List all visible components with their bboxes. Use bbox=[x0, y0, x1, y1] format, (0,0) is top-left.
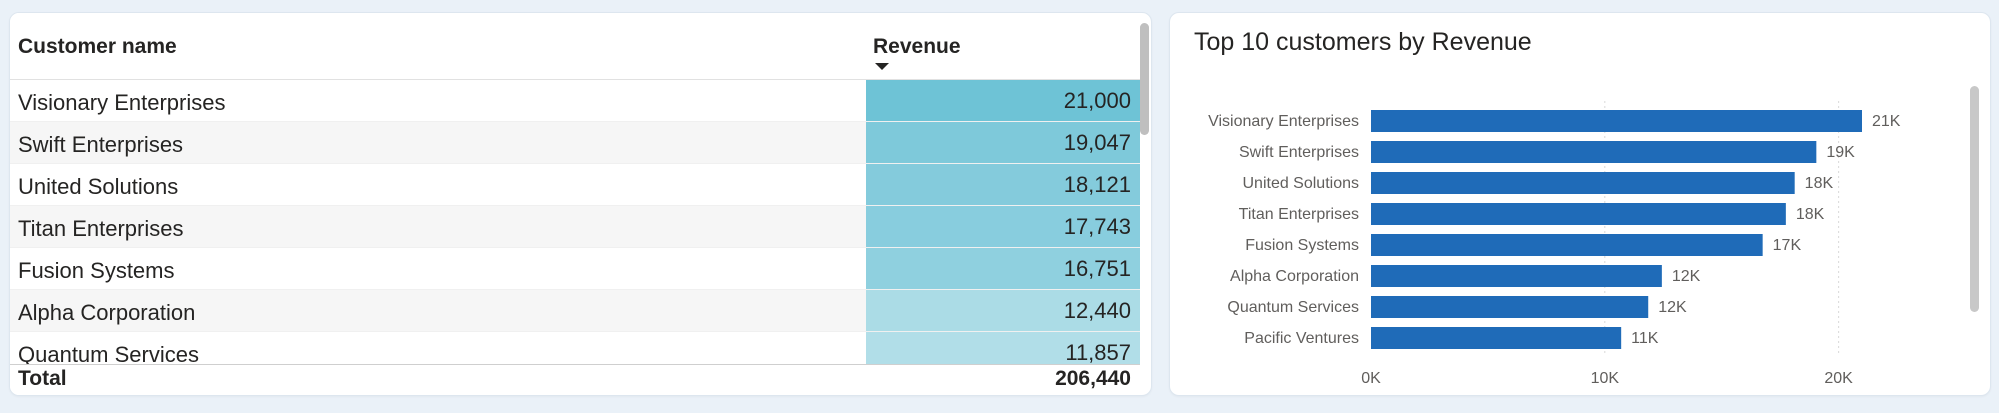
revenue-cell: 11,857 bbox=[866, 332, 1140, 364]
sort-descending-icon[interactable] bbox=[875, 63, 889, 70]
data-label: 11K bbox=[1631, 330, 1659, 347]
table-row[interactable]: Quantum Services 11,857 bbox=[10, 332, 1140, 364]
table-row[interactable]: Swift Enterprises 19,047 bbox=[10, 122, 1140, 164]
revenue-table: Customer name Revenue Visionary Enterpri… bbox=[9, 12, 1152, 396]
data-label: 12K bbox=[1658, 299, 1687, 316]
category-label: Titan Enterprises bbox=[1239, 206, 1359, 223]
table-row[interactable]: Fusion Systems 16,751 bbox=[10, 248, 1140, 290]
customer-name-cell: Titan Enterprises bbox=[18, 216, 184, 241]
table-scrollbar[interactable] bbox=[1140, 23, 1149, 135]
data-label: 17K bbox=[1773, 237, 1802, 254]
table-row[interactable]: Visionary Enterprises 21,000 bbox=[10, 80, 1140, 122]
revenue-cell: 18,121 bbox=[866, 164, 1140, 205]
table-header: Customer name Revenue bbox=[10, 13, 1140, 80]
category-label: Alpha Corporation bbox=[1230, 268, 1359, 285]
category-label: Swift Enterprises bbox=[1239, 144, 1359, 161]
total-label: Total bbox=[18, 367, 67, 390]
data-label: 19K bbox=[1826, 144, 1855, 161]
data-label: 18K bbox=[1796, 206, 1825, 223]
data-label: 21K bbox=[1872, 113, 1901, 130]
x-tick-label: 0K bbox=[1361, 370, 1381, 387]
bar[interactable] bbox=[1371, 203, 1786, 225]
revenue-cell: 12,440 bbox=[866, 290, 1140, 331]
category-label: Pacific Ventures bbox=[1244, 330, 1359, 347]
total-value: 206,440 bbox=[1055, 367, 1131, 390]
revenue-cell: 16,751 bbox=[866, 248, 1140, 289]
data-label: 18K bbox=[1805, 175, 1834, 192]
customer-name-cell: United Solutions bbox=[18, 174, 179, 199]
column-header-customer-name[interactable]: Customer name bbox=[18, 35, 177, 58]
revenue-cell: 19,047 bbox=[866, 122, 1140, 163]
table-row[interactable]: United Solutions 18,121 bbox=[10, 164, 1140, 206]
bar[interactable] bbox=[1371, 296, 1649, 318]
table-row[interactable]: Alpha Corporation 12,440 bbox=[10, 290, 1140, 332]
table-total-row: Total 206,440 bbox=[10, 364, 1140, 395]
top-customers-chart: Top 10 customers by Revenue 0K 10K 20K Visi… bbox=[1169, 12, 1991, 396]
customer-name-cell: Quantum Services bbox=[18, 342, 199, 364]
bar[interactable] bbox=[1371, 141, 1817, 163]
revenue-cell: 17,743 bbox=[866, 206, 1140, 247]
column-header-revenue[interactable]: Revenue bbox=[873, 35, 961, 58]
chart-scrollbar[interactable] bbox=[1970, 86, 1979, 312]
bar[interactable] bbox=[1371, 172, 1795, 194]
customer-name-cell: Alpha Corporation bbox=[18, 300, 196, 325]
customer-name-cell: Visionary Enterprises bbox=[18, 90, 226, 115]
bar-chart-plot: 0K 10K 20K Visionary Enterprises 21K Swift En… bbox=[1208, 101, 1901, 387]
category-label: Visionary Enterprises bbox=[1208, 113, 1359, 130]
customer-name-cell: Swift Enterprises bbox=[18, 132, 184, 157]
revenue-cell: 21,000 bbox=[866, 80, 1140, 121]
customer-name-cell: Fusion Systems bbox=[18, 258, 175, 283]
bar[interactable] bbox=[1371, 110, 1862, 132]
table-row[interactable]: Titan Enterprises 17,743 bbox=[10, 206, 1140, 248]
x-tick-label: 10K bbox=[1591, 370, 1620, 387]
category-label: Fusion Systems bbox=[1245, 237, 1359, 254]
chart-title: Top 10 customers by Revenue bbox=[1194, 28, 1532, 56]
data-label: 12K bbox=[1672, 268, 1701, 285]
table-body: Visionary Enterprises 21,000 Swift Enterpr… bbox=[10, 80, 1140, 364]
bar[interactable] bbox=[1371, 265, 1662, 287]
category-label: Quantum Services bbox=[1227, 299, 1359, 316]
category-label: United Solutions bbox=[1242, 175, 1359, 192]
x-tick-label: 20K bbox=[1824, 370, 1853, 387]
bar[interactable] bbox=[1371, 327, 1622, 349]
bar[interactable] bbox=[1371, 234, 1763, 256]
